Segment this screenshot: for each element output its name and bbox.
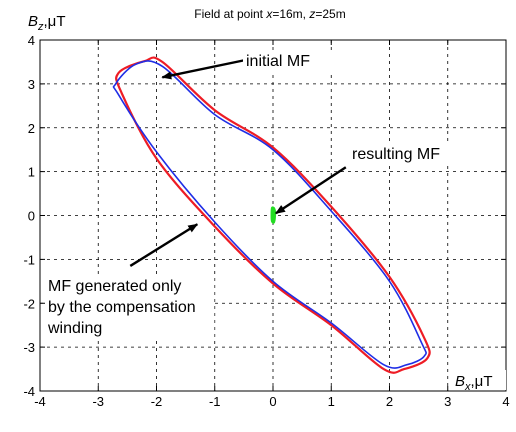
annotation-initial-mf-arrow [161, 58, 248, 80]
annotation-compensation-mf-bg [45, 275, 215, 340]
y-tick-label: 2 [28, 121, 35, 136]
annotation-compensation-mf-label: by the compensation [48, 299, 196, 316]
annotation-compensation-mf-label: winding [47, 320, 102, 337]
annotation-resulting-mf-label: resulting MF [352, 146, 440, 163]
y-tick-label: 4 [28, 33, 35, 48]
annotation-compensation-mf-arrow [129, 223, 199, 267]
chart-title: Field at point x=16m, z=25m [194, 7, 345, 21]
y-tick-label: 0 [28, 209, 35, 224]
x-tick-label: -2 [151, 394, 163, 409]
x-tick-label: -1 [209, 394, 221, 409]
series-layer [112, 56, 431, 374]
y-axis-label: Bz,μT [28, 13, 66, 33]
x-tick-label: -4 [34, 394, 46, 409]
annotation-resulting-mf-bg [349, 143, 459, 166]
y-tick-label: 3 [28, 77, 35, 92]
annotation-initial-mf-label: initial MF [246, 53, 310, 70]
y-tick-label: -2 [23, 296, 35, 311]
x-tick-label: 4 [502, 394, 509, 409]
x-tick-label: 2 [386, 394, 393, 409]
series-compensation-mf [112, 60, 427, 369]
annotation-layer: initial MF resulting MF MF generated only b… [45, 50, 459, 340]
annotation-compensation-mf-label: MF generated only [48, 278, 181, 295]
annotation-initial-mf-bg [243, 50, 335, 73]
x-tick-label: 3 [444, 394, 451, 409]
y-tick-label: -1 [23, 252, 35, 267]
x-axis-label-bg [452, 370, 506, 390]
series-resulting-mf [270, 206, 277, 224]
y-tick-label: -3 [23, 340, 35, 355]
x-axis-label: Bx,μT [455, 373, 493, 393]
x-tick-label: 1 [328, 394, 335, 409]
series-initial-mf [115, 56, 431, 374]
y-tick-label: 1 [28, 165, 35, 180]
x-tick-label: -3 [92, 394, 104, 409]
x-tick-label: 0 [269, 394, 276, 409]
tick-layer: -4 -3 -2 -1 0 1 2 3 4 4 3 2 1 0 -1 -2 -3 -4 [23, 33, 509, 409]
annotation-resulting-mf-arrow [275, 166, 347, 215]
y-tick-label: -4 [23, 384, 35, 399]
